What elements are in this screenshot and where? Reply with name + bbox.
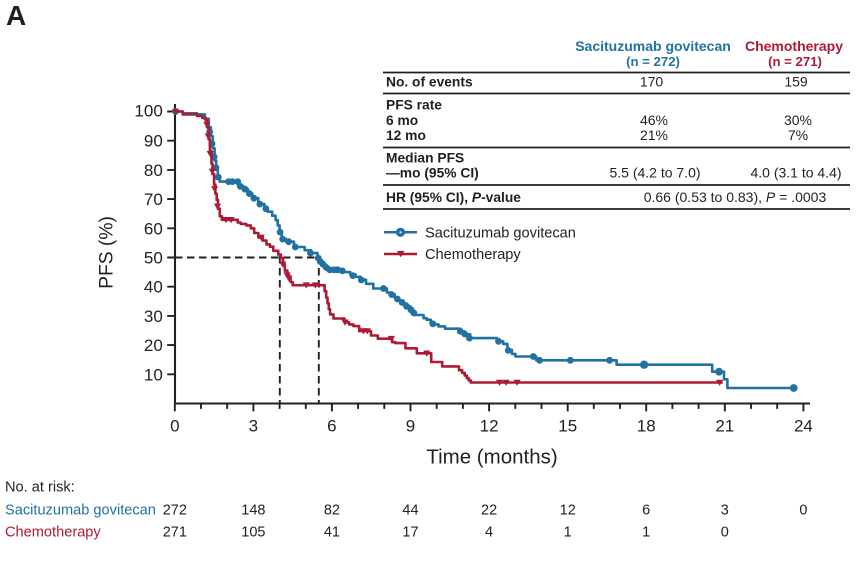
svg-text:271: 271 — [163, 525, 187, 541]
svg-text:100: 100 — [134, 101, 162, 120]
svg-text:12: 12 — [560, 503, 576, 519]
svg-text:4.0 (3.1 to 4.4): 4.0 (3.1 to 4.4) — [750, 165, 841, 181]
svg-text:(n = 271): (n = 271) — [768, 54, 822, 69]
svg-text:PFS (%): PFS (%) — [97, 216, 118, 289]
svg-text:82: 82 — [324, 503, 340, 519]
svg-text:170: 170 — [640, 74, 664, 90]
svg-text:21%: 21% — [640, 127, 668, 143]
svg-text:5.5 (4.2 to 7.0): 5.5 (4.2 to 7.0) — [609, 165, 700, 181]
svg-text:30%: 30% — [784, 112, 812, 128]
svg-text:6 mo: 6 mo — [386, 113, 418, 128]
svg-text:21: 21 — [715, 417, 734, 436]
svg-text:272: 272 — [163, 503, 187, 519]
svg-text:0: 0 — [170, 417, 179, 436]
svg-text:18: 18 — [637, 417, 656, 436]
svg-text:3: 3 — [249, 417, 258, 436]
svg-text:0: 0 — [799, 503, 807, 519]
svg-text:30: 30 — [144, 307, 163, 326]
svg-text:Chemotherapy: Chemotherapy — [745, 38, 843, 54]
svg-text:70: 70 — [144, 190, 163, 209]
svg-text:46%: 46% — [640, 112, 668, 128]
svg-text:Chemotherapy: Chemotherapy — [5, 525, 101, 541]
svg-text:6: 6 — [642, 503, 650, 519]
svg-text:Sacituzumab govitecan: Sacituzumab govitecan — [5, 503, 156, 519]
svg-text:40: 40 — [144, 278, 163, 297]
svg-text:HR (95% CI), P-value: HR (95% CI), P-value — [386, 190, 521, 205]
svg-text:44: 44 — [402, 503, 418, 519]
svg-text:4: 4 — [485, 525, 493, 541]
svg-text:1: 1 — [564, 525, 572, 541]
svg-text:(n = 272): (n = 272) — [626, 54, 680, 69]
svg-text:50: 50 — [144, 249, 163, 268]
svg-text:Chemotherapy: Chemotherapy — [425, 247, 521, 263]
svg-text:3: 3 — [721, 503, 729, 519]
svg-text:148: 148 — [241, 503, 265, 519]
svg-text:A: A — [6, 0, 26, 31]
svg-text:60: 60 — [144, 219, 163, 238]
svg-text:105: 105 — [241, 525, 265, 541]
svg-text:90: 90 — [144, 132, 163, 151]
svg-text:Median PFS: Median PFS — [386, 151, 464, 166]
svg-text:0: 0 — [721, 525, 729, 541]
svg-text:—mo (95% CI): —mo (95% CI) — [386, 166, 479, 181]
svg-text:41: 41 — [324, 525, 340, 541]
svg-text:80: 80 — [144, 161, 163, 180]
svg-text:159: 159 — [784, 74, 808, 90]
svg-text:9: 9 — [406, 417, 415, 436]
svg-text:Sacituzumab govitecan: Sacituzumab govitecan — [425, 225, 576, 241]
svg-text:No. of events: No. of events — [386, 75, 473, 90]
svg-text:15: 15 — [558, 417, 577, 436]
svg-text:22: 22 — [481, 503, 497, 519]
svg-text:PFS rate: PFS rate — [386, 98, 442, 113]
svg-text:24: 24 — [794, 417, 813, 436]
svg-text:Sacituzumab govitecan: Sacituzumab govitecan — [575, 38, 731, 54]
svg-text:6: 6 — [327, 417, 336, 436]
svg-text:1: 1 — [642, 525, 650, 541]
svg-text:0.66 (0.53 to 0.83), P = .0003: 0.66 (0.53 to 0.83), P = .0003 — [644, 189, 827, 205]
svg-text:No. at risk:: No. at risk: — [5, 480, 75, 496]
svg-text:10: 10 — [144, 365, 163, 384]
svg-text:12 mo: 12 mo — [386, 128, 426, 143]
svg-text:7%: 7% — [788, 127, 808, 143]
svg-text:17: 17 — [402, 525, 418, 541]
svg-text:12: 12 — [480, 417, 499, 436]
svg-text:20: 20 — [144, 336, 163, 355]
svg-text:Time (months): Time (months) — [426, 446, 557, 469]
